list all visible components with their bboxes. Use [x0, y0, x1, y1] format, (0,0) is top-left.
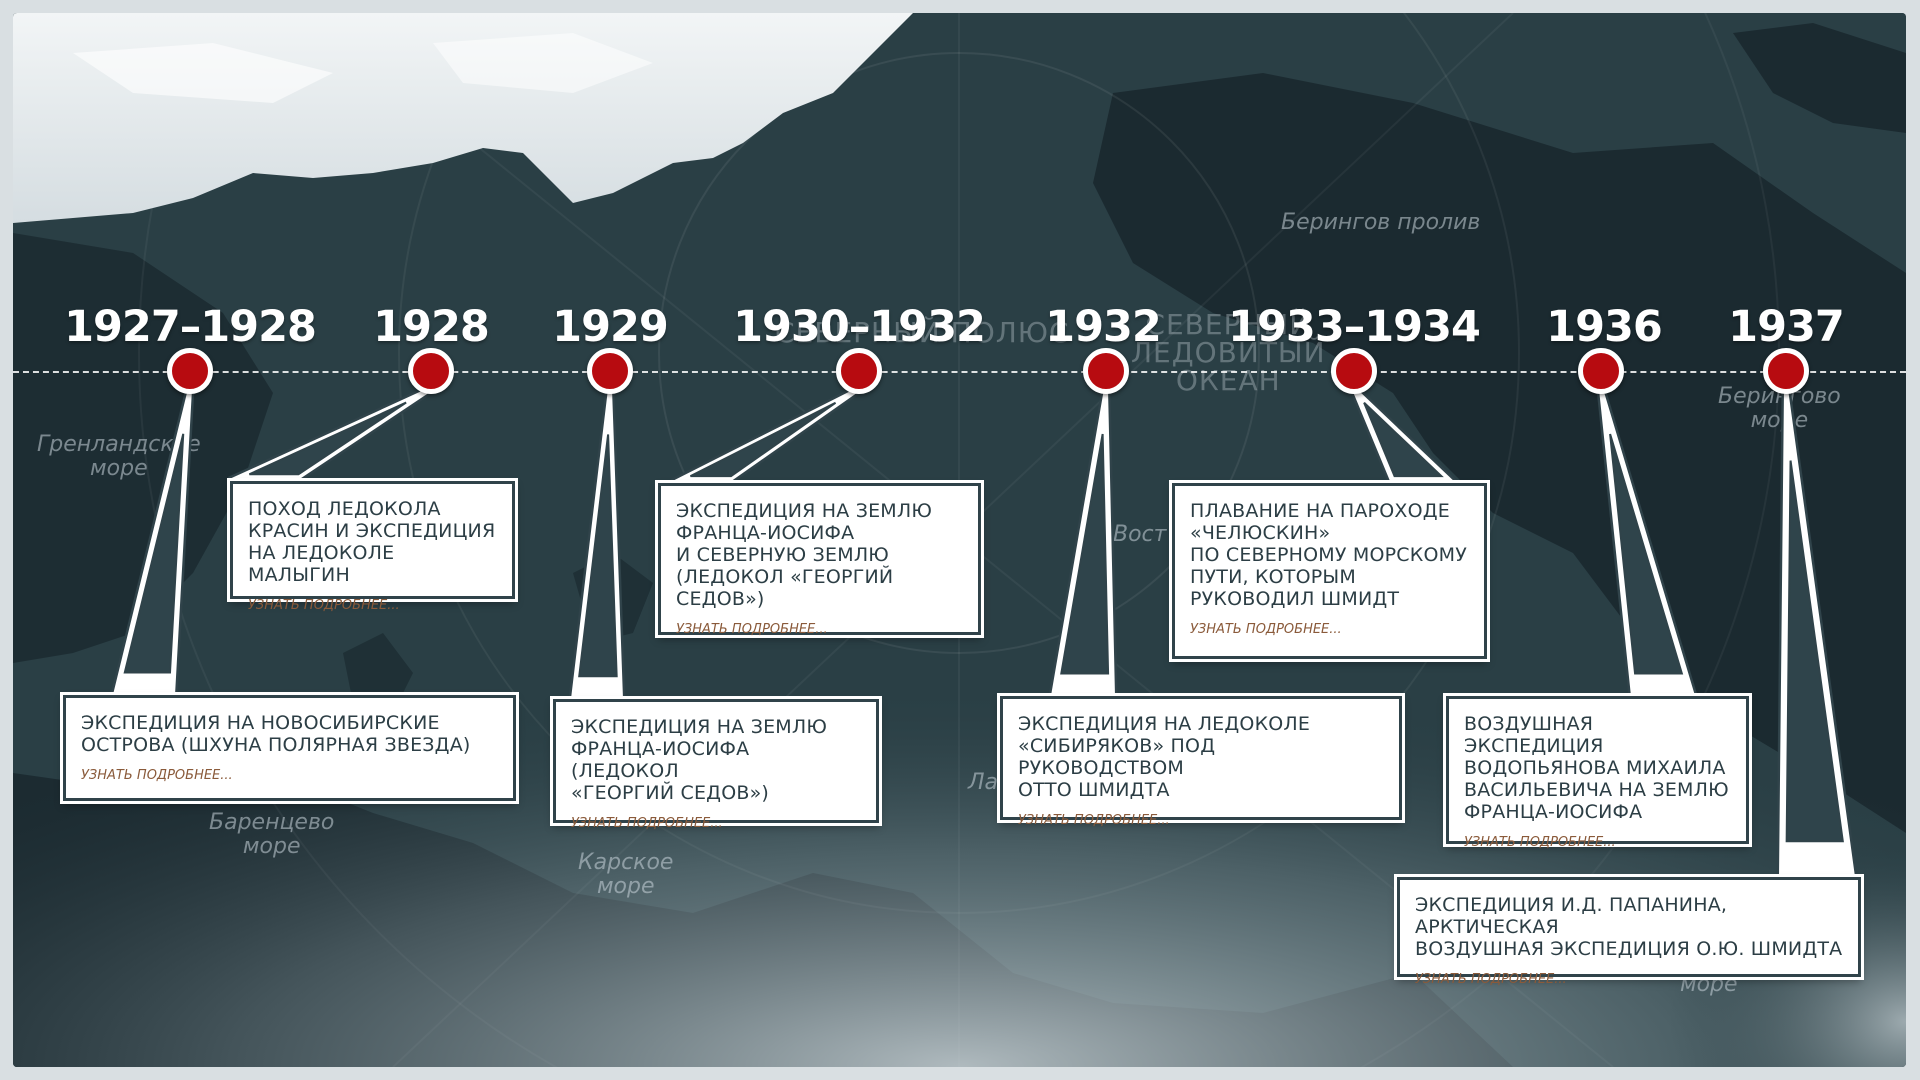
timeline-marker-1936[interactable] [1578, 348, 1624, 394]
learn-more-link[interactable]: УЗНАТЬ ПОДРОБНЕЕ... [1415, 972, 1567, 987]
callout-tail-inner [123, 433, 185, 674]
callout-tail-inner [578, 434, 618, 678]
year-label-1929: 1929 [552, 302, 669, 352]
event-card-1936: ВОЗДУШНАЯ ЭКСПЕДИЦИЯ ВОДОПЬЯНОВА МИХАИЛА… [1446, 696, 1749, 850]
year-label-1930-1932: 1930–1932 [733, 302, 986, 352]
map-label-laptev-partial: Ла [968, 770, 999, 795]
callout-pointers [109, 384, 1859, 882]
timeline-marker-1928[interactable] [408, 348, 454, 394]
event-description: ЭКСПЕДИЦИЯ НА ЗЕМЛЮ ФРАНЦА-ИОСИФА (ЛЕДОК… [571, 716, 828, 804]
learn-more-link[interactable]: УЗНАТЬ ПОДРОБНЕЕ... [1018, 813, 1170, 828]
callout-tail [229, 387, 433, 483]
timeline-marker-1929[interactable] [587, 348, 633, 394]
year-label-1936: 1936 [1546, 302, 1663, 352]
map-label-bering-strait: Берингов пролив [1281, 210, 1481, 235]
map-label-barents-sea: Баренцево море [209, 810, 335, 859]
event-description: ЭКСПЕДИЦИЯ НА НОВОСИБИРСКИЕ ОСТРОВА (ШХУ… [81, 712, 471, 756]
timeline-marker-1937[interactable] [1763, 348, 1809, 394]
learn-more-link[interactable]: УЗНАТЬ ПОДРОБНЕЕ... [571, 816, 723, 831]
map-label-east-partial: Вост [1113, 522, 1167, 547]
timeline-marker-1927-1928[interactable] [167, 348, 213, 394]
event-card-1932: ЭКСПЕДИЦИЯ НА ЛЕДОКОЛЕ «СИБИРЯКОВ» ПОД Р… [1000, 696, 1402, 828]
callout-tail-inner [1363, 402, 1444, 478]
timeline-marker-1933-1934[interactable] [1331, 348, 1377, 394]
year-label-1932: 1932 [1045, 302, 1162, 352]
learn-more-link[interactable]: УЗНАТЬ ПОДРОБНЕЕ... [676, 622, 828, 637]
callout-tail-inner [1060, 433, 1110, 675]
event-card-1927-1928: ЭКСПЕДИЦИЯ НА НОВОСИБИРСКИЕ ОСТРОВА (ШХУ… [63, 695, 516, 801]
learn-more-link[interactable]: УЗНАТЬ ПОДРОБНЕЕ... [81, 768, 233, 783]
event-card-1933-1934: ПЛАВАНИЕ НА ПАРОХОДЕ «ЧЕЛЮСКИН» ПО СЕВЕР… [1172, 483, 1487, 659]
event-card-1928: ПОХОД ЛЕДОКОЛА КРАСИН И ЭКСПЕДИЦИЯ НА ЛЕ… [230, 481, 515, 613]
timeline-marker-1932[interactable] [1083, 348, 1129, 394]
year-label-1928: 1928 [373, 302, 490, 352]
callout-tail-inner [690, 401, 837, 478]
learn-more-link[interactable]: УЗНАТЬ ПОДРОБНЕЕ... [1464, 835, 1616, 850]
callout-tail-inner [1609, 433, 1684, 675]
timeline-canvas: Берингов пролив СЕВЕРНЫЙ ПОЛЮС СЕВЕРНЫЙ … [13, 13, 1906, 1067]
event-description: ВОЗДУШНАЯ ЭКСПЕДИЦИЯ ВОДОПЬЯНОВА МИХАИЛА… [1464, 713, 1729, 823]
callout-tail-inner [1785, 460, 1844, 843]
year-label-1927-1928: 1927–1928 [64, 302, 317, 352]
map-label-arctic-ocean: СЕВЕРНЫЙ ЛЕДОВИТЫЙ ОКЕАН [1131, 308, 1326, 397]
event-card-1930-1932: ЭКСПЕДИЦИЯ НА ЗЕМЛЮ ФРАНЦА-ИОСИФА И СЕВЕ… [658, 483, 981, 637]
learn-more-link[interactable]: УЗНАТЬ ПОДРОБНЕЕ... [248, 598, 400, 613]
event-description: ПЛАВАНИЕ НА ПАРОХОДЕ «ЧЕЛЮСКИН» ПО СЕВЕР… [1190, 500, 1467, 610]
callout-tail [672, 387, 861, 485]
callout-tail-inner [248, 401, 407, 476]
event-card-1937: ЭКСПЕДИЦИЯ И.Д. ПАПАНИНА, АРКТИЧЕСКАЯ ВО… [1397, 877, 1861, 987]
event-description: ПОХОД ЛЕДОКОЛА КРАСИН И ЭКСПЕДИЦИЯ НА ЛЕ… [248, 498, 496, 586]
timeline-marker-1930-1932[interactable] [836, 348, 882, 394]
event-description: ЭКСПЕДИЦИЯ НА ЗЕМЛЮ ФРАНЦА-ИОСИФА И СЕВЕ… [676, 500, 933, 610]
year-label-1933-1934: 1933–1934 [1228, 302, 1481, 352]
map-label-north-pole: СЕВЕРНЫЙ ПОЛЮС [775, 316, 1070, 349]
year-label-1937: 1937 [1728, 302, 1845, 352]
map-label-kara-sea: Карское море [578, 850, 674, 899]
timeline-line [13, 371, 1906, 373]
event-description: ЭКСПЕДИЦИЯ И.Д. ПАПАНИНА, АРКТИЧЕСКАЯ ВО… [1415, 894, 1843, 960]
learn-more-link[interactable]: УЗНАТЬ ПОДРОБНЕЕ... [1190, 622, 1342, 637]
event-card-1929: ЭКСПЕДИЦИЯ НА ЗЕМЛЮ ФРАНЦА-ИОСИФА (ЛЕДОК… [553, 699, 879, 831]
event-description: ЭКСПЕДИЦИЯ НА ЛЕДОКОЛЕ «СИБИРЯКОВ» ПОД Р… [1018, 713, 1311, 801]
